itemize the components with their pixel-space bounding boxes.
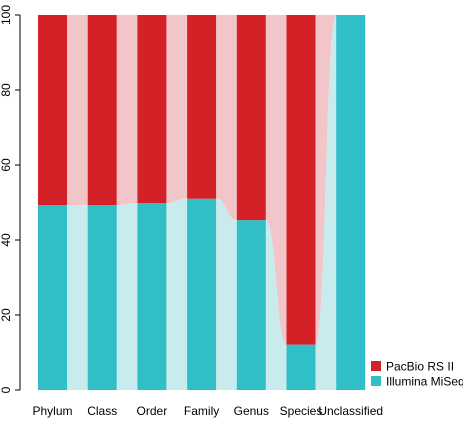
- flow-band-illumina: [116, 203, 138, 390]
- y-tick-label: 60: [0, 158, 13, 172]
- bar-illumina-species: [286, 344, 316, 390]
- legend-swatch-illumina-miseq: [371, 376, 381, 386]
- x-tick-label-unclassified: Unclassified: [318, 404, 383, 418]
- flow-band-illumina: [67, 205, 88, 390]
- y-tick-label: 80: [0, 83, 13, 97]
- legend-label-pacbio-rs-ii: PacBio RS II: [386, 360, 454, 374]
- flow-bands: [67, 15, 337, 390]
- bar-pacbio-phylum: [38, 15, 67, 206]
- bar-illumina-phylum: [38, 205, 67, 390]
- flow-band-pacbio: [166, 15, 188, 204]
- y-tick-label: 20: [0, 308, 13, 322]
- legend-label-illumina-miseq: Illumina MiSeq: [386, 375, 463, 389]
- bar-illumina-class: [87, 205, 117, 390]
- bar-illumina-unclassified: [336, 15, 366, 390]
- bar-pacbio-species: [286, 15, 316, 345]
- flow-band-pacbio: [116, 15, 138, 206]
- y-axis: 0 20 40 60 80 100: [0, 5, 21, 393]
- flow-band-pacbio: [67, 15, 88, 206]
- bars: [38, 15, 366, 390]
- y-tick-label: 40: [0, 233, 13, 247]
- x-tick-label-species: Species: [280, 404, 323, 418]
- flow-band-illumina: [166, 198, 188, 390]
- bar-pacbio-family: [187, 15, 217, 199]
- flow-band-illumina: [216, 198, 237, 390]
- flow-band-illumina: [265, 220, 287, 390]
- flow-band-illumina: [315, 15, 337, 390]
- legend-swatch-pacbio-rs-ii: [371, 361, 381, 371]
- y-tick-label: 0: [0, 386, 13, 393]
- x-axis-labels: Phylum Class Order Family Genus SpeciesUnclas…: [32, 404, 383, 418]
- x-tick-label-phylum: Phylum: [32, 404, 72, 418]
- flow-band-pacbio: [216, 15, 237, 221]
- bar-illumina-family: [187, 198, 217, 390]
- bar-pacbio-class: [87, 15, 117, 206]
- flow-band-pacbio: [265, 15, 287, 345]
- x-tick-label-genus: Genus: [234, 404, 269, 418]
- y-tick-label: 100: [0, 5, 13, 25]
- x-tick-label-order: Order: [137, 404, 168, 418]
- bar-pacbio-order: [137, 15, 167, 204]
- bar-illumina-order: [137, 203, 167, 390]
- bar-pacbio-genus: [236, 15, 266, 221]
- bar-illumina-genus: [236, 220, 266, 390]
- x-tick-label-class: Class: [87, 404, 117, 418]
- x-tick-label-family: Family: [184, 404, 219, 418]
